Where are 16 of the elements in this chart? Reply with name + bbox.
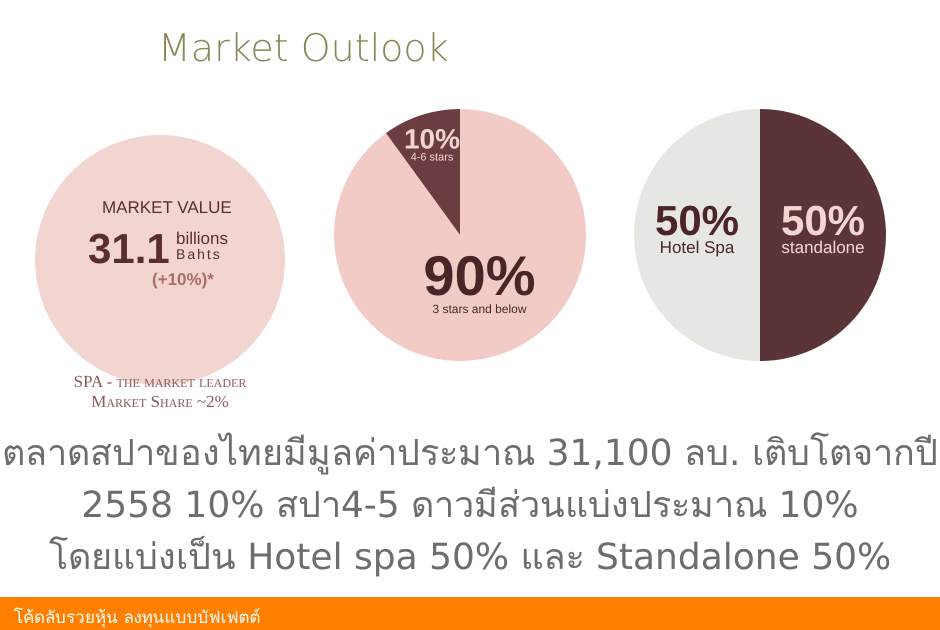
- text: โดยแบ่งเป็น Hotel spa 50% และ Standalone 50%: [48, 534, 892, 580]
- text: 31.1: [88, 225, 170, 272]
- text: (+10%)*: [152, 270, 214, 290]
- slice-label: 4-6 stars: [410, 152, 454, 164]
- text: Market Outlook: [158, 26, 449, 70]
- text: 2558 10% สปา4-5 ดาวมีส่วนแบ่งประมาณ 10%: [80, 484, 860, 528]
- text: Market Share ~2%: [90, 392, 230, 412]
- text: ตลาดสปาของไทยมีมูลค่าประมาณ 31,100 ลบ. เติบโตจากปี: [1, 431, 939, 476]
- text: MARKET VALUE: [102, 198, 232, 218]
- text: Bahts: [176, 246, 222, 262]
- text: SPA - the market leader: [72, 372, 248, 392]
- slice-label: standalone: [781, 238, 865, 257]
- slice-label: 3 stars and below: [432, 302, 527, 316]
- slice-label: Hotel Spa: [660, 238, 735, 257]
- text: โค้ดลับรวยหุ้น ลงทุนแบบบัฟเฟตต์: [14, 606, 260, 630]
- text: billions: [176, 229, 228, 248]
